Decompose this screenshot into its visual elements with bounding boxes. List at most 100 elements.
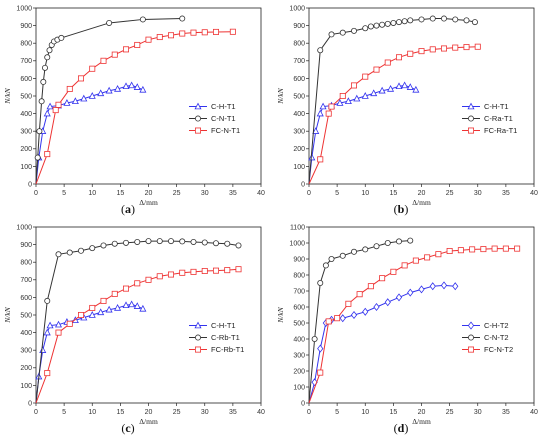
data-point [471, 19, 478, 26]
y-tick-label: 1000 [289, 240, 305, 247]
x-tick-label: 0 [34, 409, 38, 416]
y-tick-label: 300 [20, 348, 32, 355]
data-point [367, 23, 374, 30]
legend-marker [194, 346, 201, 353]
x-tick-label: 10 [361, 409, 369, 416]
x-axis-label: Δ/mm [139, 417, 158, 426]
data-point [435, 251, 442, 258]
x-tick-label: 15 [116, 190, 124, 197]
data-point [350, 310, 358, 320]
data-point [345, 300, 352, 307]
data-point [54, 320, 63, 328]
data-point [97, 89, 105, 97]
data-point [123, 46, 130, 53]
legend-marker [194, 321, 202, 329]
x-tick-label: 5 [62, 409, 66, 416]
data-point [401, 262, 408, 269]
data-point [43, 109, 51, 117]
x-tick-label: 25 [446, 190, 454, 197]
panel-label-open: ( [121, 421, 125, 435]
y-tick-label: 600 [293, 304, 305, 311]
data-point [224, 240, 231, 247]
data-point [373, 243, 380, 250]
y-tick-label: 1000 [16, 224, 32, 231]
data-point [457, 247, 464, 254]
data-point [66, 85, 73, 92]
data-point [78, 247, 85, 254]
y-tick-label: 900 [293, 256, 305, 263]
data-point [46, 321, 54, 329]
data-point [384, 20, 391, 27]
series-C-N-T1 [34, 15, 186, 185]
legend-marker [194, 115, 201, 122]
y-axis-label: N/kN [276, 87, 285, 104]
data-point [463, 44, 470, 51]
y-tick-label: 500 [20, 312, 32, 319]
legend-label: C-H-T1 [211, 102, 236, 111]
data-point [356, 291, 363, 298]
data-point [63, 99, 71, 106]
data-point [179, 30, 186, 37]
y-tick-label: 500 [20, 93, 32, 100]
series-line [308, 284, 456, 404]
data-point [328, 103, 335, 110]
legend-marker [194, 102, 202, 110]
x-tick-label: 0 [307, 409, 311, 416]
series-C-Rb-T1 [35, 238, 242, 404]
data-point [387, 84, 395, 92]
data-point [44, 370, 51, 377]
y-tick-label: 900 [20, 242, 32, 249]
y-tick-label: 600 [20, 76, 32, 83]
data-point [429, 46, 436, 53]
data-point [36, 128, 43, 135]
data-point [100, 242, 107, 249]
data-point [106, 19, 113, 26]
legend: C-H-T1 C-Rb-T1 FC-Rb-T1 [189, 321, 244, 354]
x-axis-label: Δ/mm [412, 417, 431, 426]
y-axis-label: N/kN [3, 306, 12, 323]
data-point [46, 102, 54, 110]
data-point [339, 314, 346, 323]
y-tick-label: 600 [20, 295, 32, 302]
data-point [71, 97, 79, 105]
data-point [317, 156, 324, 163]
data-point [66, 249, 73, 256]
y-tick-label: 200 [20, 146, 32, 153]
data-point [122, 301, 130, 309]
y-tick-label: 200 [20, 365, 32, 372]
x-tick-label: 30 [201, 190, 209, 197]
data-point [46, 47, 53, 54]
data-point [361, 92, 369, 99]
x-tick-label: 35 [229, 409, 237, 416]
data-point [111, 51, 118, 58]
panel-label-open: ( [394, 421, 398, 435]
x-tick-label: 25 [173, 409, 181, 416]
chart-panel-c: 0 5 10 15 20 25 30 35 40010020030040050060070080… [3, 224, 265, 435]
y-axis-label: N/kN [276, 306, 285, 323]
data-point [362, 307, 369, 316]
data-point [89, 65, 96, 72]
y-tick-label: 800 [20, 260, 32, 267]
data-point [429, 282, 436, 291]
data-point [452, 44, 459, 51]
data-point [145, 238, 152, 245]
data-point [384, 298, 391, 307]
data-point [336, 99, 344, 106]
data-point [407, 17, 414, 24]
legend-label: FC-Ra-T1 [484, 126, 517, 135]
x-tick-label: 40 [257, 409, 265, 416]
y-tick-label: 300 [20, 129, 32, 136]
data-point [43, 328, 51, 336]
data-point [480, 246, 487, 253]
data-point [325, 318, 332, 325]
data-point [224, 267, 231, 274]
data-point [134, 41, 141, 48]
legend-marker [467, 321, 475, 330]
legend-marker [467, 102, 475, 110]
data-point [201, 267, 208, 274]
data-point [105, 86, 113, 94]
data-point [373, 66, 380, 73]
y-tick-label: 100 [293, 164, 305, 171]
data-point [179, 15, 186, 22]
data-point [339, 29, 346, 36]
